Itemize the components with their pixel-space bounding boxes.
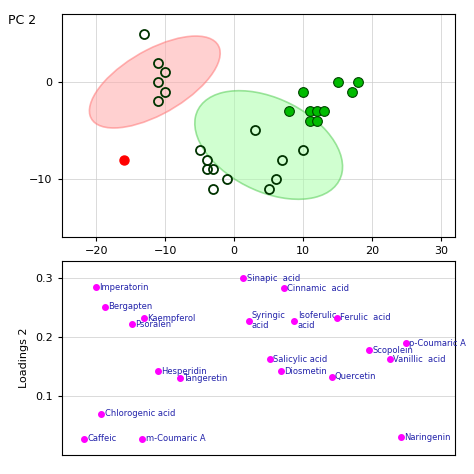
Text: m-Coumaric A: m-Coumaric A bbox=[146, 434, 205, 443]
Text: Tangeretin: Tangeretin bbox=[183, 374, 227, 383]
X-axis label: PC 1 ( 35.3 %): PC 1 ( 35.3 %) bbox=[213, 262, 303, 274]
Text: Salicylic acid: Salicylic acid bbox=[273, 355, 328, 364]
Text: Scopolein: Scopolein bbox=[372, 346, 413, 355]
Text: Bergapten: Bergapten bbox=[109, 302, 153, 311]
Text: Hesperidin: Hesperidin bbox=[162, 367, 207, 376]
Text: Psoralen: Psoralen bbox=[135, 320, 171, 329]
Text: Quercetin: Quercetin bbox=[335, 372, 376, 381]
Text: Chlorogenic acid: Chlorogenic acid bbox=[105, 410, 175, 419]
Text: p-Coumaric A: p-Coumaric A bbox=[410, 338, 466, 347]
Text: Syringic
acid: Syringic acid bbox=[252, 311, 286, 330]
Text: Vanillic  acid: Vanillic acid bbox=[393, 355, 446, 364]
Y-axis label: PC 2: PC 2 bbox=[8, 14, 36, 27]
Text: Ferulic  acid: Ferulic acid bbox=[340, 313, 391, 322]
Text: Caffeic: Caffeic bbox=[87, 434, 117, 443]
Text: Isoferulic
acid: Isoferulic acid bbox=[298, 311, 336, 330]
Text: Diosmetin: Diosmetin bbox=[284, 367, 327, 376]
Text: Kaempferol: Kaempferol bbox=[147, 314, 196, 323]
Text: Imperatorin: Imperatorin bbox=[100, 283, 149, 292]
Ellipse shape bbox=[90, 36, 220, 128]
Ellipse shape bbox=[195, 91, 343, 199]
Text: Cinnamic  acid: Cinnamic acid bbox=[287, 284, 349, 293]
Text: Naringenin: Naringenin bbox=[404, 433, 450, 442]
Y-axis label: Loadings 2: Loadings 2 bbox=[19, 328, 29, 388]
Text: Sinapic  acid: Sinapic acid bbox=[246, 274, 300, 283]
